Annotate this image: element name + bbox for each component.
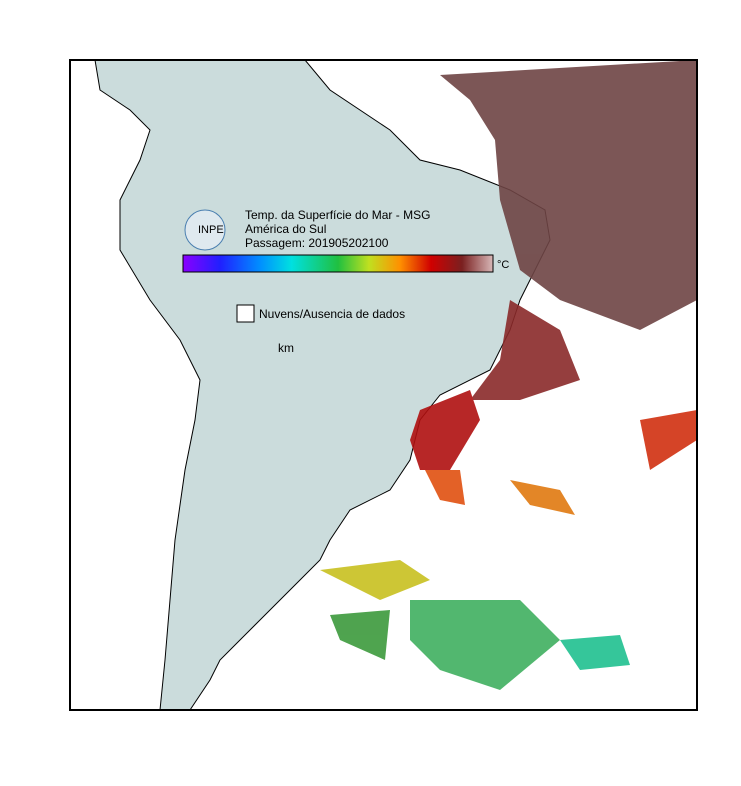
legend-text: Nuvens/Ausencia de dados (259, 307, 405, 321)
colorbar (182, 254, 494, 273)
frame (69, 59, 698, 711)
title-line: América do Sul (245, 222, 326, 236)
title-line: Passagem: 201905202100 (245, 236, 389, 250)
logo-text: INPE (198, 224, 224, 236)
scale-unit: km (278, 341, 294, 355)
logo (184, 209, 226, 251)
colorbar-unit: °C (497, 259, 509, 271)
sst-patches (320, 60, 697, 690)
legend-swatch (236, 304, 255, 323)
title-line: Temp. da Superfície do Mar - MSG (245, 208, 430, 222)
map-body (94, 60, 697, 710)
